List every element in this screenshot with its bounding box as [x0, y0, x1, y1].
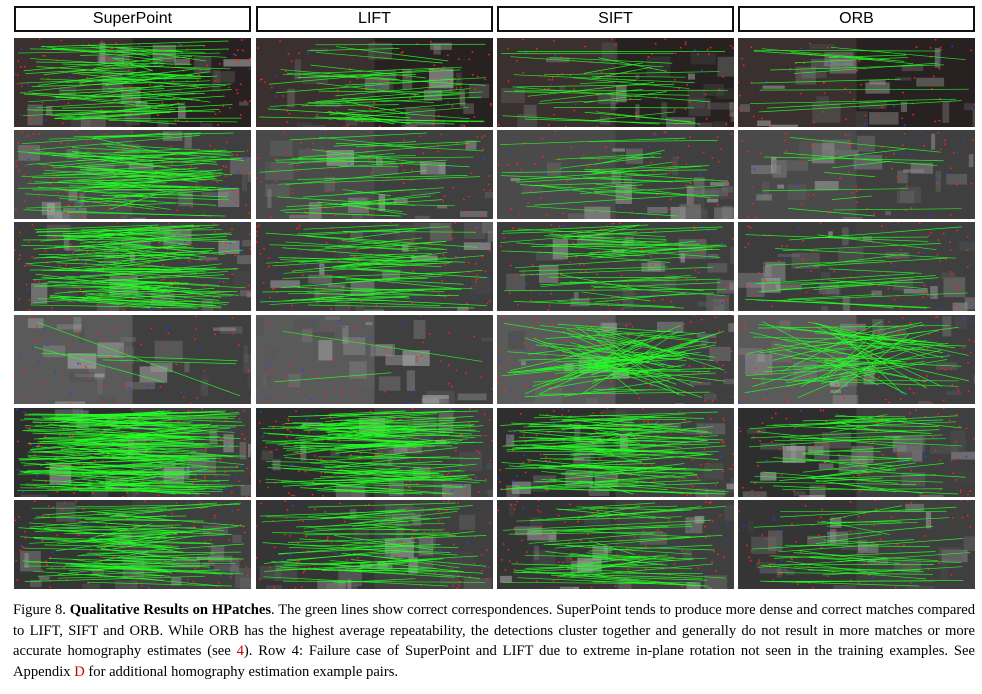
- match-image-textured-surface-lift: [256, 408, 493, 497]
- match-image-textured-surface-superpoint: [14, 408, 251, 497]
- caption-text-2: ). Row 4: Failure case of SuperPoint and…: [13, 643, 976, 680]
- header-label: SIFT: [598, 10, 633, 27]
- match-image-textured-surface-sift: [497, 408, 734, 497]
- header-orb: ORB: [738, 6, 975, 32]
- header-label: ORB: [839, 10, 874, 27]
- match-image-painted-boards-sift: [497, 500, 734, 589]
- match-image-bird-sculpture-superpoint: [14, 222, 251, 311]
- match-image-building-facade-orb: [738, 38, 975, 127]
- match-image-trees-rotated-orb: [738, 315, 975, 404]
- match-image-graffiti-wall-orb: [738, 130, 975, 219]
- header-label: LIFT: [358, 10, 391, 27]
- caption-text-3: for additional homography estimation exa…: [84, 663, 399, 680]
- header-sift: SIFT: [497, 6, 734, 32]
- section-ref-link[interactable]: 4: [236, 643, 244, 659]
- header-label: SuperPoint: [92, 10, 173, 27]
- match-image-trees-rotated-superpoint: [14, 315, 251, 404]
- match-image-painted-boards-lift: [256, 500, 493, 589]
- caption-text-1: . The green lines show correct correspon…: [13, 602, 975, 659]
- match-image-trees-rotated-sift: [497, 315, 734, 404]
- header-lift: LIFT: [256, 6, 493, 32]
- header-superpoint: SuperPoint: [14, 6, 251, 32]
- match-image-bird-sculpture-lift: [256, 222, 493, 311]
- match-image-graffiti-wall-superpoint: [14, 130, 251, 219]
- figure-caption: Figure 8. Qualitative Results on HPatche…: [13, 600, 975, 682]
- match-image-bird-sculpture-sift: [497, 222, 734, 311]
- match-image-graffiti-wall-lift: [256, 130, 493, 219]
- match-image-bird-sculpture-orb: [738, 222, 975, 311]
- match-image-trees-rotated-lift: [256, 315, 493, 404]
- appendix-ref-link[interactable]: D: [74, 663, 85, 680]
- match-image-graffiti-wall-sift: [497, 130, 734, 219]
- match-image-building-facade-sift: [497, 38, 734, 127]
- match-image-building-facade-superpoint: [14, 38, 251, 127]
- caption-prefix: Figure 8.: [13, 602, 70, 618]
- match-image-painted-boards-orb: [738, 500, 975, 589]
- match-image-building-facade-lift: [256, 38, 493, 127]
- match-image-painted-boards-superpoint: [14, 500, 251, 589]
- match-image-textured-surface-orb: [738, 408, 975, 497]
- caption-bold-title: Qualitative Results on HPatches: [69, 602, 272, 618]
